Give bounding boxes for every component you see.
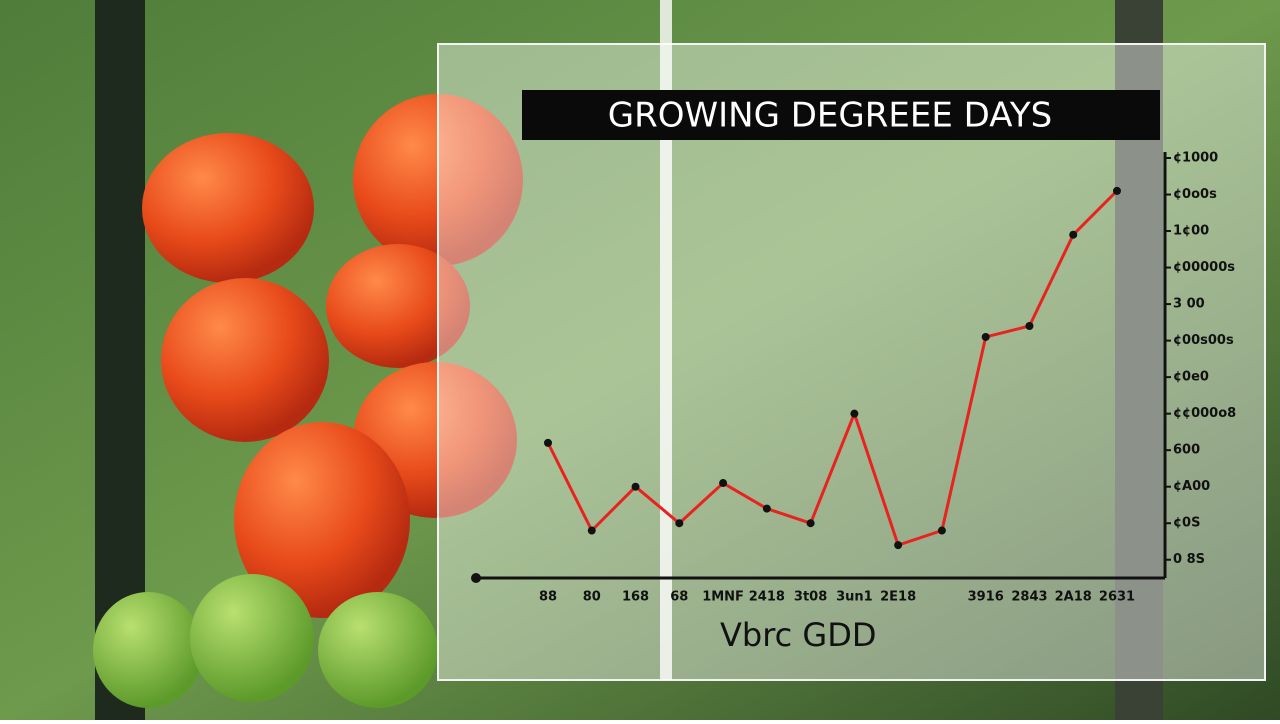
x-tick-label: 68 bbox=[670, 590, 688, 605]
y-tick-label: ¢0S bbox=[1173, 516, 1200, 531]
point bbox=[981, 332, 990, 341]
point bbox=[1113, 186, 1121, 195]
y-tick-label: ¢0e0 bbox=[1173, 370, 1209, 385]
x-axis-label: Vbrc GDD bbox=[720, 616, 877, 654]
point bbox=[675, 519, 684, 528]
y-tick-label: ¢¢000o8 bbox=[1173, 406, 1236, 421]
x-tick-label: 2E18 bbox=[880, 590, 916, 605]
y-tick-label: 0 8S bbox=[1173, 552, 1205, 567]
y-tick-label: ¢A00 bbox=[1173, 479, 1210, 494]
point bbox=[631, 482, 640, 491]
y-tick-label: 1¢00 bbox=[1173, 224, 1209, 239]
point bbox=[719, 479, 728, 488]
point bbox=[1025, 322, 1034, 330]
x-tick-label: 80 bbox=[583, 590, 601, 605]
x-tick-label: 88 bbox=[539, 590, 557, 605]
y-tick-label: 3 00 bbox=[1173, 297, 1205, 312]
y-tick-label: ¢0o0s bbox=[1173, 187, 1217, 202]
x-tick-label: 1MNF bbox=[702, 590, 744, 605]
y-tick-label: ¢00000s bbox=[1173, 260, 1235, 275]
point bbox=[544, 438, 552, 447]
x-tick-label: 168 bbox=[622, 590, 649, 605]
x-tick-label: 3t08 bbox=[794, 590, 827, 605]
x-tick-label: 2A18 bbox=[1055, 590, 1092, 605]
point bbox=[587, 526, 596, 535]
point bbox=[762, 504, 771, 513]
x-tick-label: 3916 bbox=[968, 590, 1004, 605]
point bbox=[937, 526, 946, 535]
point bbox=[1069, 230, 1078, 239]
point bbox=[894, 541, 903, 550]
point bbox=[806, 519, 815, 528]
x-tick-label: 2418 bbox=[749, 590, 785, 605]
series-line bbox=[546, 189, 1119, 548]
y-tick-label: ¢1000 bbox=[1173, 151, 1218, 166]
x-tick-label: 3un1 bbox=[836, 590, 873, 605]
x-tick-label: 2631 bbox=[1099, 590, 1135, 605]
title-bar bbox=[522, 90, 1160, 140]
point bbox=[850, 409, 859, 418]
chart-title: GROWING DEGREEE DAYS bbox=[608, 96, 1052, 136]
chart-panel bbox=[437, 43, 1266, 681]
y-tick-label: 600 bbox=[1173, 443, 1200, 458]
x-tick-label: 2843 bbox=[1011, 590, 1047, 605]
y-tick-label: ¢00s00s bbox=[1173, 333, 1234, 348]
axis-origin bbox=[471, 573, 481, 583]
